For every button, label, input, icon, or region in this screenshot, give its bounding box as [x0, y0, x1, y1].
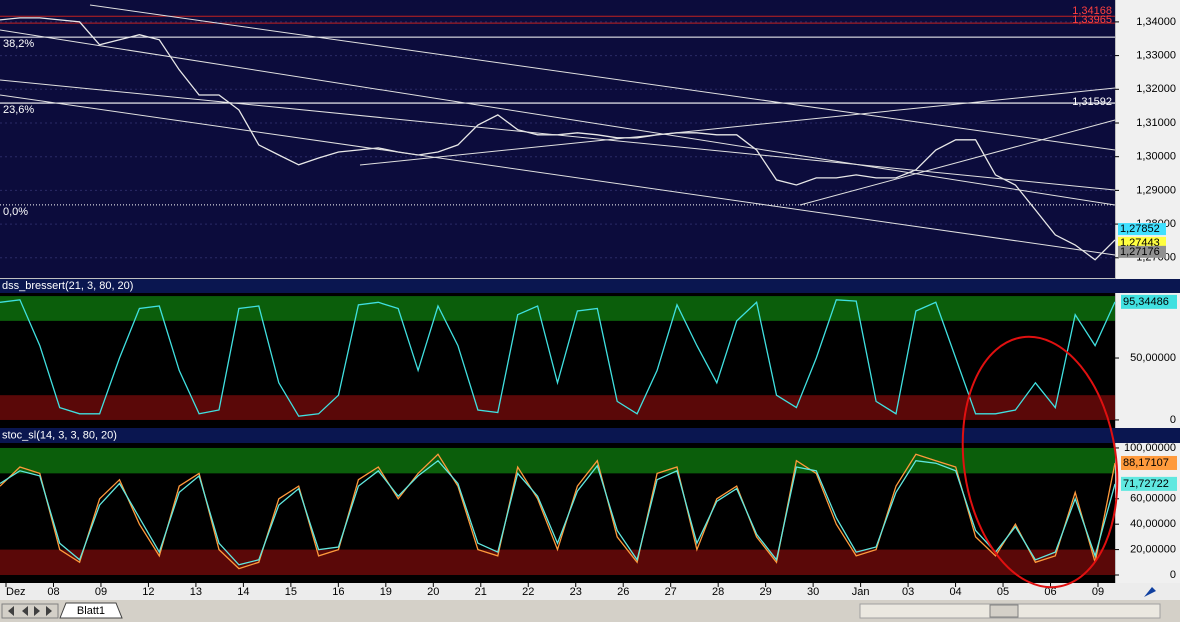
- y-tick-label: 1,32000: [1136, 83, 1176, 95]
- y-tick-label: 1,34000: [1136, 16, 1176, 28]
- x-tick-label: 08: [47, 586, 59, 598]
- band: [0, 549, 1115, 575]
- x-tick-label: 09: [95, 586, 107, 598]
- trend-line: [359, 87, 1116, 166]
- series-line: [0, 299, 1116, 417]
- y-tick-label: 1,30000: [1136, 151, 1176, 163]
- y-tick-label: 0: [1170, 569, 1176, 581]
- x-tick-label: 21: [475, 586, 487, 598]
- series-line: [0, 453, 1116, 570]
- x-tick-label: Dez: [6, 586, 26, 598]
- y-tick-label: 0: [1170, 414, 1176, 426]
- last-value-label: 71,72722: [1123, 478, 1169, 490]
- y-tick-label: 60,00000: [1130, 493, 1176, 505]
- series-line: [0, 459, 1116, 566]
- band: [0, 395, 1115, 420]
- x-tick-label: Jan: [852, 586, 870, 598]
- price-marker-box: [1118, 245, 1166, 258]
- annotation-ellipse: [961, 335, 1119, 589]
- last-value-box: [1121, 476, 1177, 491]
- y-tick-label: 1,33000: [1136, 50, 1176, 62]
- y-tick-label: 100,00000: [1124, 442, 1176, 454]
- last-value-label: 88,17107: [1123, 457, 1169, 469]
- band: [0, 296, 1115, 321]
- x-tick-label: 19: [380, 586, 392, 598]
- sheet-tab[interactable]: [59, 602, 123, 619]
- trend-line: [0, 29, 1116, 206]
- trend-line: [89, 4, 1116, 151]
- x-tick-label: 27: [665, 586, 677, 598]
- panel-background: [0, 0, 1115, 278]
- price-level-label: 1,31592: [1072, 96, 1112, 108]
- fib-label: 23,6%: [3, 104, 34, 116]
- x-tick-label: 06: [1044, 586, 1056, 598]
- x-tick-label: 09: [1092, 586, 1104, 598]
- x-axis-background: [0, 583, 1180, 600]
- x-tick-label: 23: [570, 586, 582, 598]
- panel-header: [0, 279, 1180, 293]
- y-tick-label: 40,00000: [1130, 518, 1176, 530]
- x-tick-label: 14: [237, 586, 249, 598]
- scroll-thumb[interactable]: [989, 604, 1019, 618]
- y-tick-label: 1,29000: [1136, 184, 1176, 196]
- panel-title: dss_bressert(21, 3, 80, 20): [2, 280, 133, 292]
- x-tick-label: 04: [949, 586, 961, 598]
- price-marker-label: 1,27852: [1120, 223, 1160, 235]
- sheet-tab-label[interactable]: Blatt1: [77, 605, 105, 617]
- price-level-label: 1,33965: [1072, 14, 1112, 26]
- fib-label: 0,0%: [3, 206, 28, 218]
- panel-title: stoc_sl(14, 3, 3, 80, 20): [2, 429, 117, 441]
- x-tick-label: 12: [142, 586, 154, 598]
- x-tick-label: 05: [997, 586, 1009, 598]
- x-tick-label: 13: [190, 586, 202, 598]
- price-marker-label: 1,27176: [1120, 246, 1160, 258]
- y-tick-label: 20,00000: [1130, 543, 1176, 555]
- price-marker-label: 1,27443: [1120, 237, 1160, 249]
- x-tick-label: 03: [902, 586, 914, 598]
- x-tick-label: 15: [285, 586, 297, 598]
- x-tick-label: 26: [617, 586, 629, 598]
- y-tick-label: 1,31000: [1136, 117, 1176, 129]
- sheet-nav-buttons[interactable]: [1, 603, 59, 619]
- x-tick-label: 20: [427, 586, 439, 598]
- trend-line: [799, 119, 1116, 206]
- trend-line: [0, 94, 1116, 256]
- last-value-box: [1121, 294, 1177, 309]
- x-tick-label: 30: [807, 586, 819, 598]
- price-marker-box: [1118, 223, 1166, 236]
- y-tick-label: 50,00000: [1130, 352, 1176, 364]
- corner-icon: [1144, 587, 1156, 597]
- price-level-label: 1,34168: [1072, 5, 1112, 17]
- x-tick-label: 29: [760, 586, 772, 598]
- x-tick-label: 22: [522, 586, 534, 598]
- last-value-box: [1121, 455, 1177, 470]
- sheet-nav[interactable]: [1, 603, 59, 619]
- fib-label: 38,2%: [3, 38, 34, 50]
- trend-line: [0, 79, 1116, 191]
- x-tick-label: 28: [712, 586, 724, 598]
- x-tick-label: 16: [332, 586, 344, 598]
- panel-header: [0, 428, 1180, 443]
- band: [0, 447, 1115, 474]
- last-value-label: 95,34486: [1123, 296, 1169, 308]
